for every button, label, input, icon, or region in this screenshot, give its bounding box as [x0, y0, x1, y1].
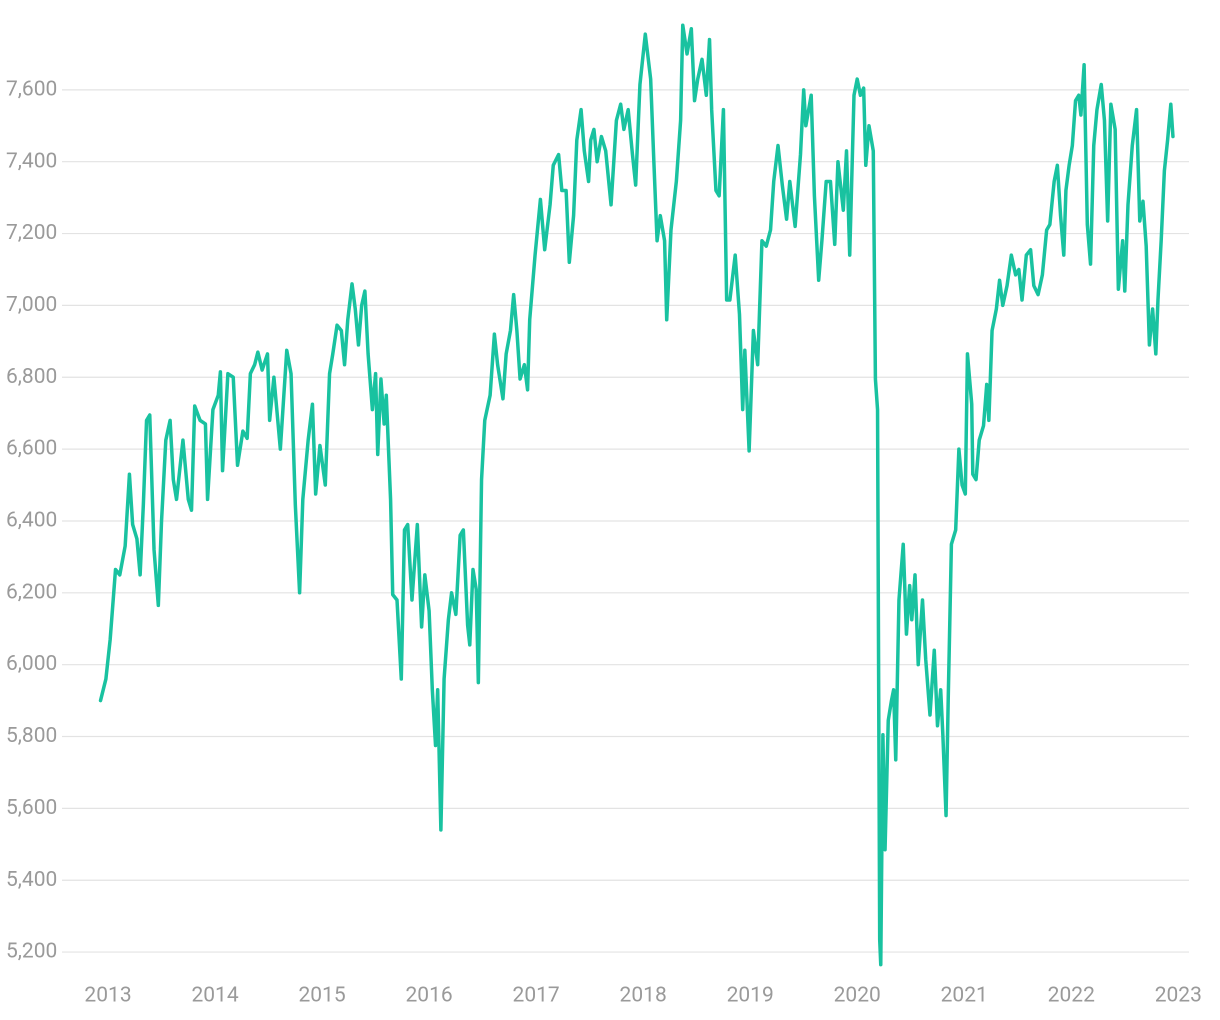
y-tick-label: 6,400: [6, 509, 57, 533]
x-tick-label: 2016: [405, 984, 452, 1008]
y-tick-label: 6,200: [6, 580, 57, 604]
x-tick-label: 2021: [941, 984, 988, 1008]
y-tick-label: 6,000: [6, 652, 57, 676]
y-tick-label: 5,400: [6, 868, 57, 892]
x-tick-label: 2019: [727, 984, 774, 1008]
x-tick-label: 2015: [298, 984, 345, 1008]
y-tick-label: 5,600: [6, 796, 57, 820]
y-tick-label: 7,400: [6, 149, 57, 173]
y-tick-label: 6,800: [6, 365, 57, 389]
x-tick-label: 2014: [191, 984, 238, 1008]
x-tick-label: 2020: [834, 984, 881, 1008]
y-tick-label: 6,600: [6, 437, 57, 461]
y-tick-label: 7,000: [6, 293, 57, 317]
y-tick-label: 5,800: [6, 724, 57, 748]
y-tick-label: 7,200: [6, 221, 57, 245]
x-tick-label: 2018: [620, 984, 667, 1008]
y-tick-label: 5,200: [6, 940, 57, 964]
x-tick-label: 2023: [1155, 984, 1202, 1008]
x-tick-label: 2022: [1048, 984, 1095, 1008]
y-tick-label: 7,600: [6, 77, 57, 101]
x-tick-label: 2017: [513, 984, 560, 1008]
x-tick-label: 2013: [84, 984, 131, 1008]
line: [98, 23, 1175, 967]
